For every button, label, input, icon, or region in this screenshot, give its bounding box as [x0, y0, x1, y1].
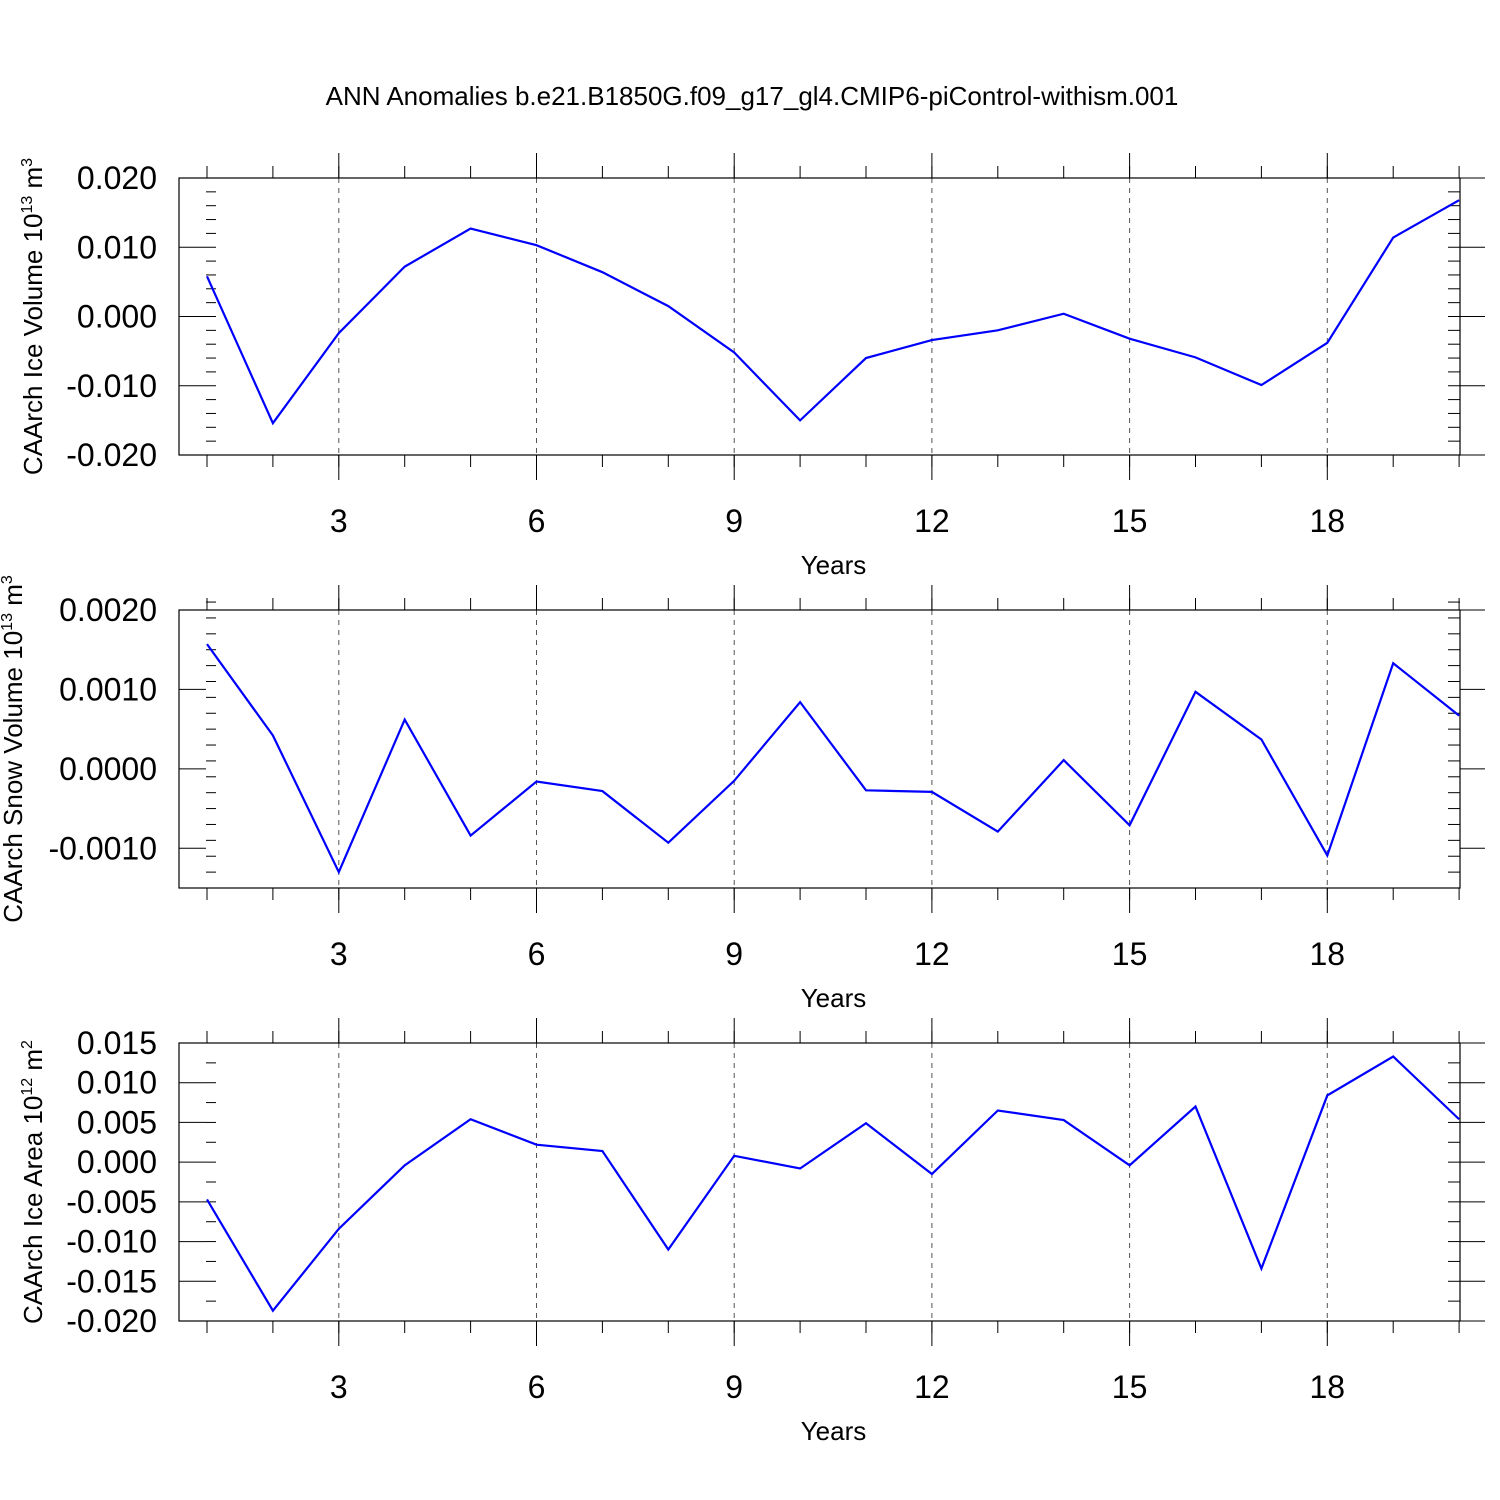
y-tick-label: -0.020 — [66, 437, 157, 473]
x-tick-label: 9 — [725, 503, 743, 539]
x-axis-label: Years — [801, 550, 867, 580]
y-tick-label: 0.000 — [77, 1144, 157, 1180]
y-tick-label: -0.0010 — [48, 830, 157, 866]
x-axis-label: Years — [801, 1416, 867, 1446]
x-axis-label: Years — [801, 983, 867, 1013]
ice-volume-panel: 3 6 9 12 15 18 -0.020 -0.010 0.000 0.010 0.020 Year… — [18, 153, 1485, 580]
y-axis-label-exponent: 12 — [19, 1078, 36, 1096]
y-tick-label: 0.0000 — [59, 751, 157, 787]
ice-area-panel: 3 6 9 12 15 18 -0.020 -0.015-0.010 -0.005 0.000 0.… — [18, 1018, 1485, 1446]
x-tick-label: 6 — [528, 503, 546, 539]
y-tick-label: 0.005 — [77, 1104, 157, 1140]
x-tick-label: 15 — [1112, 936, 1148, 972]
y-axis-label-text: CAArch Ice Volume 10 — [18, 214, 48, 476]
y-tick-label: 0.020 — [77, 160, 157, 196]
y-tick-label: -0.020 — [66, 1303, 157, 1339]
y-tick-label: -0.010 — [66, 1224, 157, 1260]
x-tick-label: 9 — [725, 1369, 743, 1405]
plot-frame — [178, 177, 1461, 456]
y-axis-label-text: CAArch Snow Volume 10 — [0, 631, 28, 923]
x-tick-label: 3 — [330, 503, 348, 539]
y-axis-label: CAArch Ice Area 1012 m2 — [18, 1040, 48, 1324]
y-axis-label-unit-exponent: 3 — [19, 158, 36, 167]
y-tick-label: 0.010 — [77, 1065, 157, 1101]
y-tick-label: 0.010 — [77, 229, 157, 265]
x-tick-label: 15 — [1112, 503, 1148, 539]
x-tick-label: 6 — [528, 1369, 546, 1405]
y-tick-label: 0.015 — [77, 1025, 157, 1061]
x-tick-label: 9 — [725, 936, 743, 972]
x-tick-label: 12 — [914, 936, 950, 972]
y-tick-label: 0.0010 — [59, 671, 157, 707]
y-axis-label: CAArch Snow Volume 1013 m3 — [0, 575, 28, 923]
x-tick-label: 18 — [1310, 936, 1346, 972]
y-axis-label-text: CAArch Ice Area 10 — [18, 1096, 48, 1324]
y-tick-label: -0.015 — [66, 1263, 157, 1299]
y-axis-label-unit: m — [18, 1049, 48, 1078]
y-axis-label-unit: m — [0, 584, 28, 613]
y-axis-label-exponent: 13 — [0, 613, 16, 631]
figure-title: ANN Anomalies b.e21.B1850G.f09_g17_gl4.C… — [326, 81, 1179, 111]
x-tick-label: 12 — [914, 1369, 950, 1405]
series-line — [206, 1055, 1460, 1313]
x-tick-label: 15 — [1112, 1369, 1148, 1405]
y-tick-label: -0.010 — [66, 368, 157, 404]
y-tick-label: 0.000 — [77, 299, 157, 335]
plot-frame — [178, 1042, 1461, 1322]
x-tick-label: 12 — [914, 503, 950, 539]
y-axis-label-unit: m — [18, 167, 48, 196]
x-tick-label: 18 — [1310, 1369, 1346, 1405]
series-line — [206, 643, 1460, 875]
y-axis-label-exponent: 13 — [19, 196, 36, 214]
plot-frame — [178, 609, 1461, 889]
x-tick-label: 3 — [330, 1369, 348, 1405]
y-axis-label-unit-exponent: 2 — [19, 1040, 36, 1049]
y-tick-label: 0.0020 — [59, 592, 157, 628]
y-axis-label-unit-exponent: 3 — [0, 575, 16, 584]
snow-volume-panel: 3 6 9 12 15 18 -0.0010 0.0000 0.0010 0.0020 Years C… — [0, 575, 1485, 1013]
y-axis-label: CAArch Ice Volume 1013 m3 — [18, 158, 48, 475]
x-tick-label: 3 — [330, 936, 348, 972]
series-line — [205, 199, 1460, 426]
y-tick-label: -0.005 — [66, 1184, 157, 1220]
x-tick-label: 18 — [1310, 503, 1346, 539]
x-tick-label: 6 — [528, 936, 546, 972]
